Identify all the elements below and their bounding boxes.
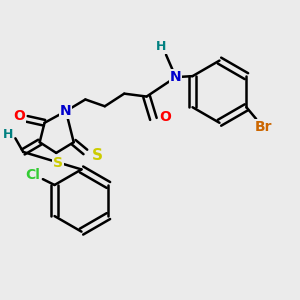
- Text: O: O: [13, 109, 25, 123]
- Text: Br: Br: [255, 120, 273, 134]
- Text: N: N: [60, 104, 72, 118]
- Text: S: S: [92, 148, 103, 163]
- Text: H: H: [156, 40, 166, 53]
- Text: N: N: [170, 70, 182, 84]
- Text: S: S: [53, 156, 63, 170]
- Text: Cl: Cl: [26, 168, 40, 182]
- Text: H: H: [2, 128, 13, 141]
- Text: O: O: [159, 110, 171, 124]
